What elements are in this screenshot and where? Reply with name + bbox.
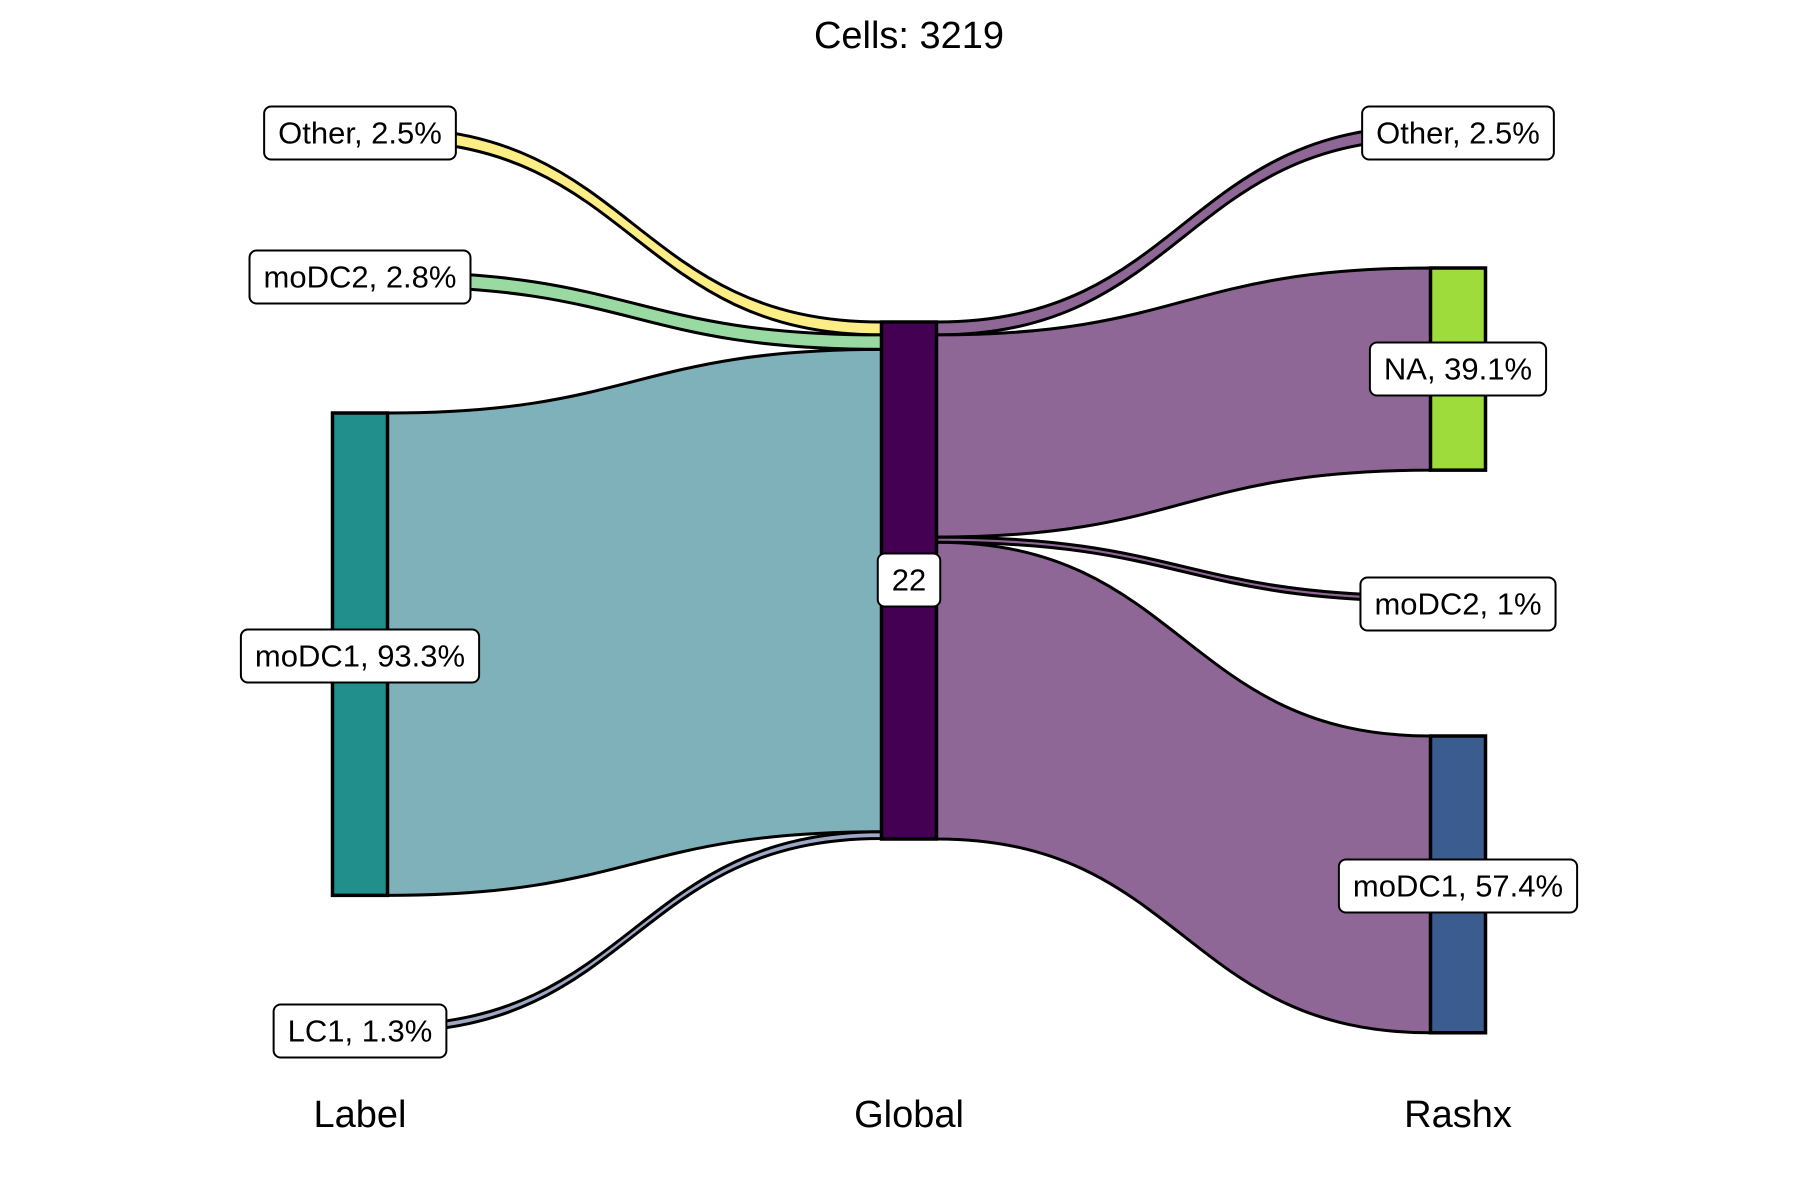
axis-label-global: Global (854, 1094, 964, 1136)
node-label-text: Other, 2.5% (1376, 116, 1540, 151)
sankey-link (935, 540, 1432, 1035)
node-label: moDC1, 57.4% (1337, 858, 1579, 914)
node-label: moDC2, 1% (1359, 576, 1557, 632)
node-label-box (272, 1003, 448, 1059)
node-label-box (876, 552, 942, 608)
node-label-text: Other, 2.5% (278, 116, 442, 151)
sankey-link (386, 347, 883, 897)
node-label: LC1, 1.3% (272, 1003, 448, 1059)
node-label-box (239, 628, 481, 684)
node-label: Other, 2.5% (1361, 105, 1555, 161)
node-label-box (263, 105, 457, 161)
node-label: NA, 39.1% (1368, 341, 1548, 397)
node-label-text: LC1, 1.3% (288, 1014, 433, 1049)
node-label-text: moDC1, 93.3% (255, 639, 465, 674)
node-label-box (1359, 576, 1557, 632)
chart-title: Cells: 3219 (814, 15, 1004, 57)
node-label-text: 22 (892, 563, 926, 598)
node-label-text: moDC1, 57.4% (1353, 869, 1563, 904)
node-label-text: moDC2, 1% (1374, 587, 1541, 622)
node-label-box (248, 249, 472, 305)
node-label: moDC2, 2.8% (248, 249, 472, 305)
node-label: moDC1, 93.3% (239, 628, 481, 684)
node-label-box (1368, 341, 1548, 397)
sankey-labels: Other, 2.5% moDC2, 2.8% moDC1, 93.3% LC1, 1… (239, 105, 1579, 1059)
sankey-links (386, 124, 1432, 1035)
node-label: 22 (876, 552, 942, 608)
node-label-box (1337, 858, 1579, 914)
node-label-box (1361, 105, 1555, 161)
axis-label-label: Label (314, 1094, 407, 1136)
sankey-link (935, 266, 1432, 539)
node-label: Other, 2.5% (263, 105, 457, 161)
node-label-text: moDC2, 2.8% (264, 260, 457, 295)
axis-label-rashx: Rashx (1404, 1094, 1512, 1136)
node-label-text: NA, 39.1% (1384, 352, 1532, 387)
